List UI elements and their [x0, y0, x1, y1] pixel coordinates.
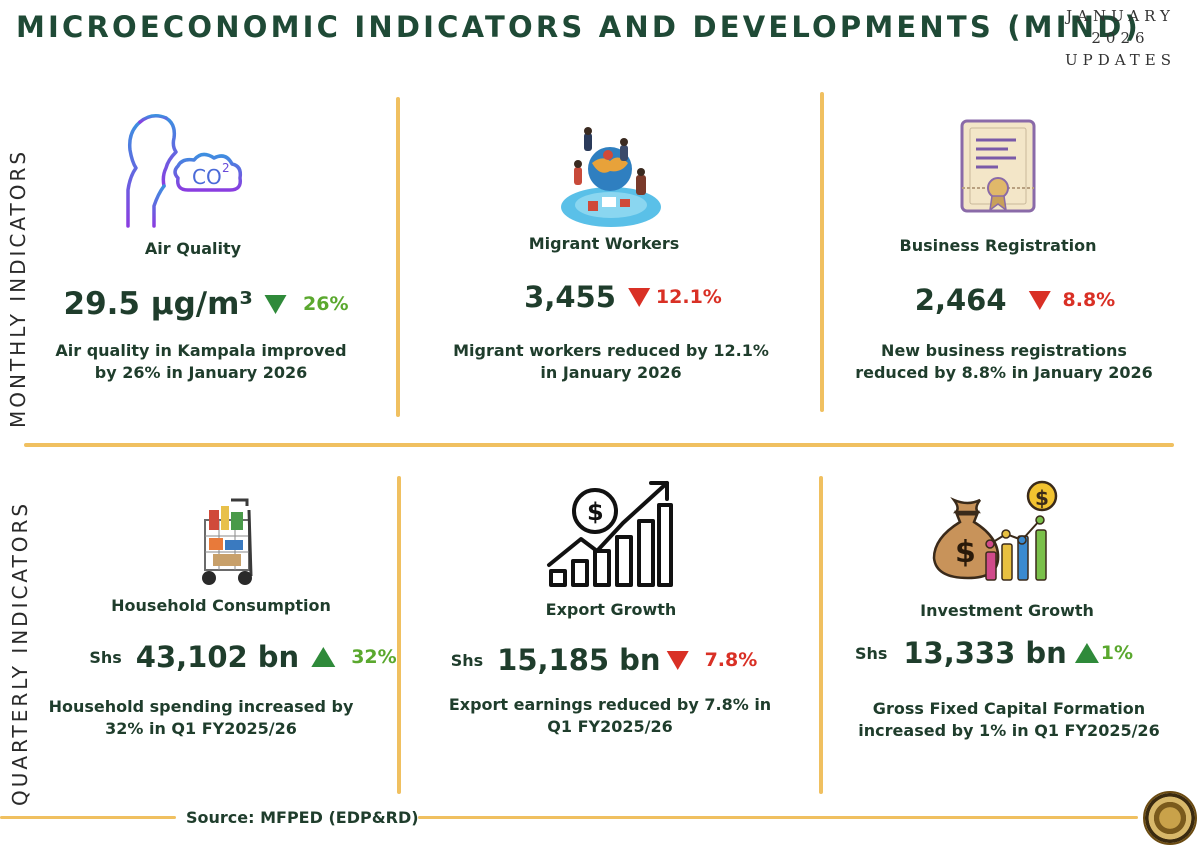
svg-text:CO: CO — [192, 165, 222, 189]
business-registration-value-row: 2,464 8.8% — [915, 283, 1115, 317]
investment-growth-description: Gross Fixed Capital Formation increased … — [858, 698, 1159, 742]
household-consumption-change: 32% — [351, 646, 397, 668]
desc-line: New business registrations — [881, 341, 1127, 360]
business-registration-label: Business Registration — [899, 236, 1097, 255]
investment-growth-value: 13,333 bn — [903, 636, 1067, 670]
air-quality-icon: CO 2 — [118, 110, 248, 230]
household-consumption-value-row: Shs 43,102 bn 32% — [89, 640, 396, 674]
desc-line: in January 2026 — [540, 363, 682, 382]
svg-text:$: $ — [1035, 486, 1049, 510]
money-bag-icon: $ $ — [928, 478, 1060, 584]
svg-text:2: 2 — [222, 161, 230, 175]
divider-vertical — [396, 97, 400, 417]
page-title: MICROECONOMIC INDICATORS AND DEVELOPMENT… — [16, 10, 1141, 44]
migrant-workers-description: Migrant workers reduced by 12.1% in Janu… — [453, 340, 769, 384]
export-growth-change: 7.8% — [704, 649, 758, 671]
business-registration-value: 2,464 — [914, 283, 1007, 317]
currency-label: Shs — [89, 647, 122, 667]
desc-line: increased by 1% in Q1 FY2025/26 — [858, 721, 1160, 740]
quarterly-indicators-label: QUARTERLY INDICATORS — [8, 500, 32, 806]
monthly-indicators-label: MONTHLY INDICATORS — [6, 148, 30, 428]
divider-horizontal — [0, 816, 176, 819]
arrow-up-icon — [1074, 643, 1099, 663]
currency-label: Shs — [854, 643, 888, 663]
arrow-down-icon — [627, 287, 650, 307]
desc-line: Household spending increased by — [48, 697, 354, 716]
household-consumption-description: Household spending increased by 32% in Q… — [49, 696, 354, 740]
certificate-icon — [958, 118, 1038, 214]
air-quality-value-row: 29.5 µg/m³ 26% — [64, 286, 349, 322]
shopping-cart-icon — [195, 496, 265, 588]
arrow-up-icon — [311, 647, 336, 667]
update-word: UPDATES — [1064, 51, 1176, 69]
migrant-workers-value: 3,455 — [524, 280, 616, 314]
arrow-down-icon — [666, 650, 689, 670]
household-consumption-label: Household Consumption — [111, 596, 331, 615]
export-growth-value: 15,185 bn — [497, 643, 661, 677]
desc-line: 32% in Q1 FY2025/26 — [105, 719, 297, 738]
desc-line: Export earnings reduced by 7.8% in — [448, 695, 772, 714]
household-consumption-value: 43,102 bn — [135, 640, 300, 674]
growth-chart-icon: $ — [543, 477, 673, 589]
desc-line: reduced by 8.8% in January 2026 — [855, 363, 1153, 382]
migrant-workers-label: Migrant Workers — [528, 234, 680, 253]
divider-vertical — [819, 476, 823, 794]
business-registration-change: 8.8% — [1062, 289, 1116, 311]
export-growth-label: Export Growth — [545, 600, 677, 619]
air-quality-value: 29.5 µg/m³ — [63, 286, 253, 322]
arrow-down-icon — [1028, 290, 1051, 310]
migrant-workers-image — [558, 127, 664, 230]
divider-horizontal — [24, 443, 1174, 447]
update-year: 2026 — [1091, 29, 1150, 47]
currency-label: Shs — [450, 650, 484, 670]
air-quality-label: Air Quality — [144, 239, 242, 258]
source-note: Source: MFPED (EDP&RD) — [186, 808, 419, 827]
update-month: JANUARY — [1066, 7, 1175, 25]
investment-growth-label: Investment Growth — [920, 601, 1094, 620]
export-growth-description: Export earnings reduced by 7.8% in Q1 FY… — [449, 694, 771, 738]
coat-of-arms-seal — [1143, 791, 1197, 845]
desc-line: Migrant workers reduced by 12.1% — [453, 341, 769, 360]
divider-horizontal — [418, 816, 1138, 819]
desc-line: Q1 FY2025/26 — [547, 717, 673, 736]
svg-text:$: $ — [587, 498, 604, 526]
air-quality-change: 26% — [303, 293, 349, 315]
update-date: JANUARY 2026 UPDATES — [1065, 5, 1176, 71]
investment-growth-change: 1% — [1100, 642, 1134, 664]
desc-line: by 26% in January 2026 — [94, 363, 308, 382]
desc-line: Air quality in Kampala improved — [55, 341, 347, 360]
migrant-workers-change: 12.1% — [655, 286, 722, 308]
divider-vertical — [397, 476, 401, 794]
desc-line: Gross Fixed Capital Formation — [872, 699, 1146, 718]
business-registration-description: New business registrations reduced by 8.… — [855, 340, 1153, 384]
investment-growth-value-row: Shs 13,333 bn 1% — [855, 636, 1133, 670]
divider-vertical — [820, 92, 824, 412]
export-growth-value-row: Shs 15,185 bn 7.8% — [451, 643, 758, 677]
air-quality-description: Air quality in Kampala improved by 26% i… — [55, 340, 346, 384]
migrant-workers-value-row: 3,455 12.1% — [524, 280, 722, 314]
svg-text:$: $ — [955, 535, 976, 570]
arrow-down-icon — [265, 294, 287, 314]
